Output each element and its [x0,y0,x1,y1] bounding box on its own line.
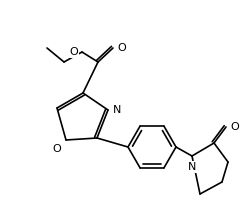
Text: O: O [229,122,238,132]
Text: O: O [52,144,61,154]
Text: O: O [69,47,78,57]
Text: O: O [116,43,125,53]
Text: N: N [113,105,121,115]
Text: N: N [187,162,195,172]
